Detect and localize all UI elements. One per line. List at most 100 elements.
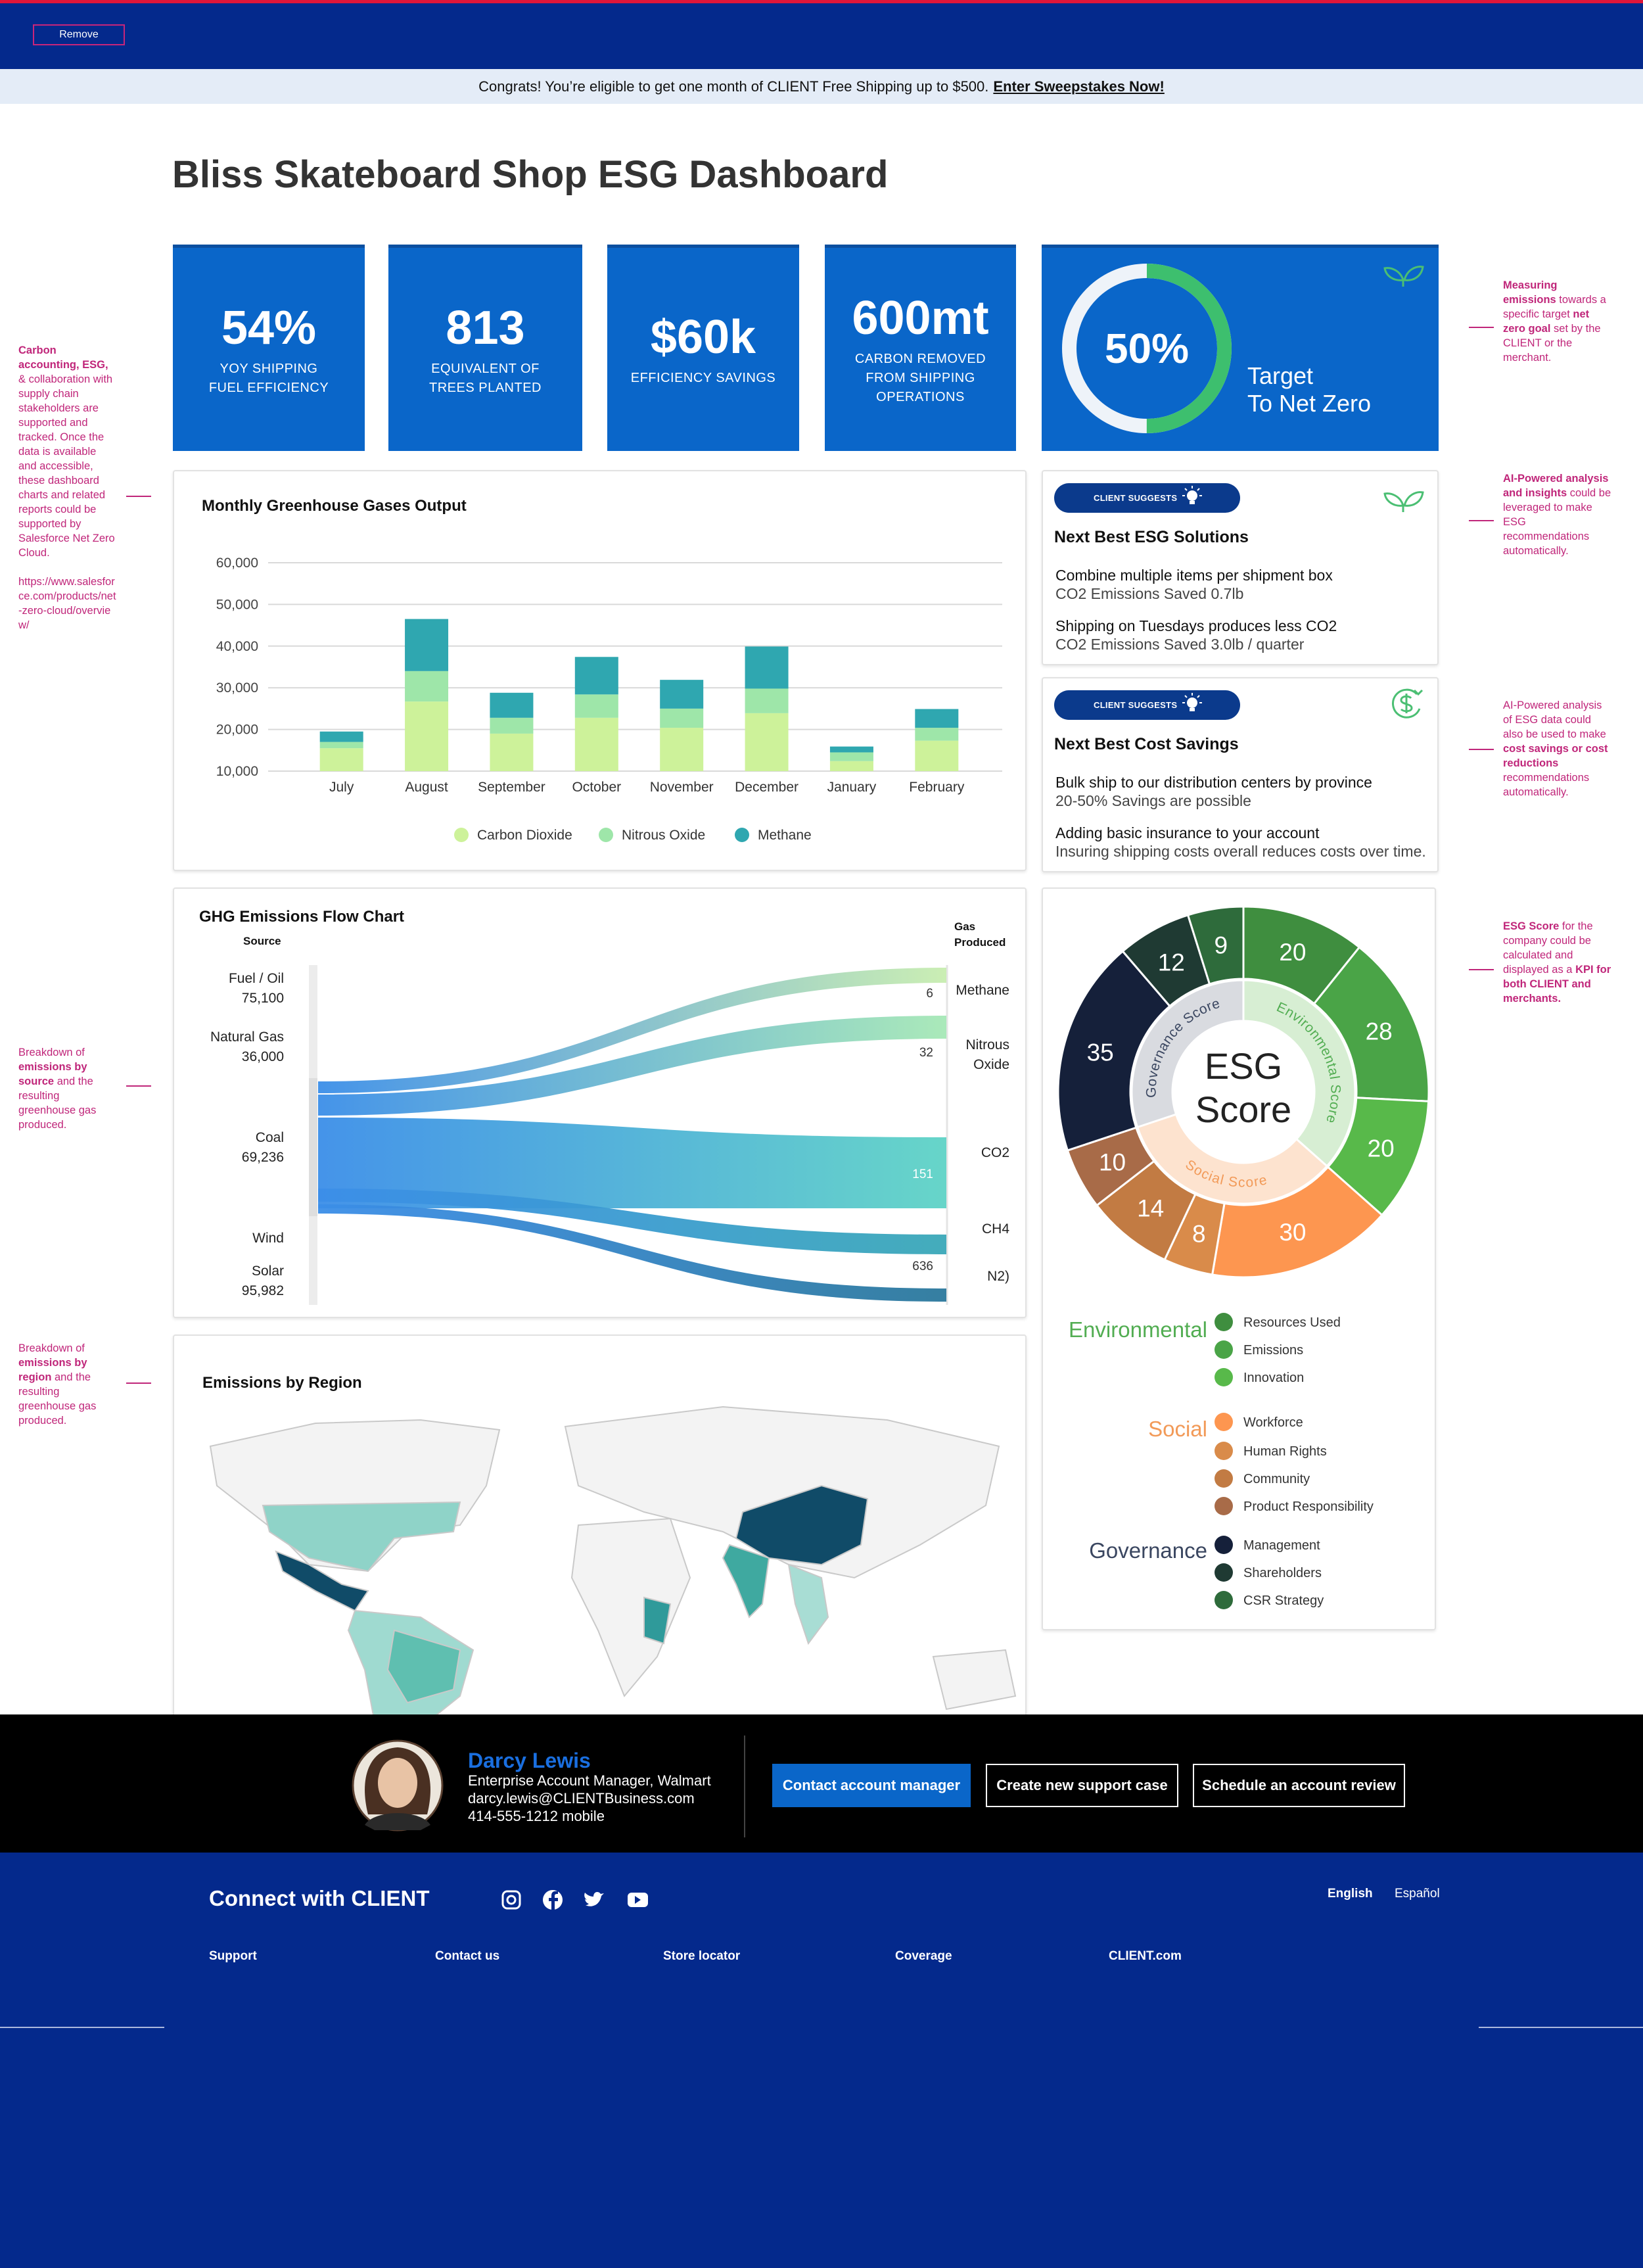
target-label: To Net Zero (1247, 390, 1372, 417)
sankey-source-name: Natural Gas (210, 1029, 284, 1045)
annotation: Breakdown of emissions by source and the… (18, 1045, 117, 1132)
banner-text: Congrats! You’re eligible to get one mon… (478, 78, 989, 95)
suggestion-detail: 20-50% Savings are possible (1055, 792, 1251, 809)
suggestion-title: Next Best ESG Solutions (1054, 528, 1249, 546)
suggestion-item: Bulk ship to our distribution centers by… (1055, 774, 1372, 791)
dashboard-title: Bliss Skateboard Shop ESG Dashboard (172, 153, 889, 196)
sankey-target-header: Gas Produced (954, 920, 1006, 949)
suggest-badge: CLIENT SUGGESTS (1054, 690, 1240, 720)
legend-group-heading: Governance (1089, 1538, 1207, 1563)
kpi-label: CARBON REMOVED (854, 352, 986, 366)
footer-link[interactable]: Store locator (663, 1949, 741, 1963)
suggestion-title: Next Best Cost Savings (1054, 735, 1239, 753)
suggestion-detail: CO2 Emissions Saved 3.0lb / quarter (1055, 636, 1305, 653)
kpi-card: 813 EQUIVALENT OF TREES PLANTED (388, 245, 582, 451)
annotation-text: cost savings or cost reductions (1503, 743, 1608, 769)
kpi-value: 813 (446, 301, 525, 354)
sankey-source: Coal 69,236 (185, 1128, 284, 1168)
kpi-label: TREES PLANTED (429, 380, 542, 395)
kpi-value: 54% (221, 301, 317, 354)
annotation-text: Measuring emissions (1503, 279, 1558, 306)
suggestion-detail: CO2 Emissions Saved 0.7lb (1055, 585, 1244, 602)
footer-heading: Connect with CLIENT (209, 1886, 430, 1910)
kpi-value: 600mt (852, 292, 989, 344)
sankey-target-name: CH4 (981, 1221, 1009, 1237)
banner-link[interactable]: Enter Sweepstakes Now! (993, 78, 1165, 95)
sankey-source: Natural Gas 36,000 (185, 1028, 284, 1067)
sankey-source-value: 36,000 (241, 1049, 284, 1064)
sankey-target-name: Methane (956, 983, 1009, 998)
legend-group-heading: Social (1148, 1417, 1207, 1441)
chart-title: GHG Emissions Flow Chart (199, 908, 405, 926)
footer-link[interactable]: Contact us (435, 1949, 500, 1963)
annotation: AI-Powered analysis and insights could b… (1503, 471, 1611, 558)
remove-button[interactable]: Remove (33, 24, 125, 45)
annotation-text: emissions by region (18, 1357, 87, 1383)
target-card (1042, 245, 1439, 451)
sankey-source-header: Source (243, 935, 281, 947)
kpi-label: OPERATIONS (876, 390, 965, 404)
annotation-text: KPI for both CLIENT and merchants. (1503, 964, 1611, 1004)
footer-link[interactable]: Coverage (895, 1949, 952, 1963)
annotation: Measuring emissions towards a specific t… (1503, 278, 1611, 365)
sankey-target-name: CO2 (981, 1145, 1009, 1160)
contact-role: Enterprise Account Manager, Walmart (468, 1772, 711, 1789)
sankey-source-value: 69,236 (241, 1150, 284, 1165)
annotation: Carbon accounting, ESG, & collaboration … (18, 343, 117, 632)
legend-group-heading: Environmental (1069, 1317, 1207, 1342)
annotation: ESG Score for the company could be calcu… (1503, 919, 1611, 1006)
suggestion-item: Adding basic insurance to your account (1055, 824, 1320, 841)
sankey-source-name: Solar (251, 1264, 284, 1279)
sankey-panel (173, 887, 1027, 1318)
header-bar (0, 0, 1643, 69)
annotation-text: Breakdown of (18, 1047, 85, 1058)
map-panel (173, 1335, 1027, 1742)
footer-link[interactable]: CLIENT.com (1109, 1949, 1182, 1963)
sankey-source: Solar 95,982 (185, 1262, 284, 1301)
kpi-card: $60k EFFICIENCY SAVINGS (607, 245, 799, 451)
annotation-text: Carbon accounting, ESG, (18, 344, 108, 371)
kpi-label: FUEL EFFICIENCY (208, 380, 329, 395)
kpi-label: EFFICIENCY SAVINGS (630, 371, 776, 385)
sankey-source-name: Coal (255, 1130, 284, 1145)
annotation-url: https://www.salesforce.com/products/net-… (18, 576, 116, 631)
kpi-label: YOY SHIPPING (220, 361, 318, 376)
sankey-source: Fuel / Oil 75,100 (185, 969, 284, 1008)
contact-button[interactable]: Contact account manager (772, 1764, 971, 1807)
footer-link[interactable]: Support (209, 1949, 257, 1963)
annotation-text: for the company could be calculated and … (1503, 920, 1593, 976)
sankey-source-name: Wind (252, 1231, 284, 1246)
annotation-text: emissions by source (18, 1061, 87, 1087)
annotation: Breakdown of emissions by region and the… (18, 1341, 117, 1428)
map-title: Emissions by Region (202, 1374, 362, 1392)
contact-button[interactable]: Create new support case (986, 1764, 1178, 1807)
kpi-card: 54% YOY SHIPPING FUEL EFFICIENCY (173, 245, 365, 451)
sankey-source-value: 75,100 (241, 991, 284, 1006)
sankey-source-name: Fuel / Oil (228, 971, 284, 986)
sankey-target-name: N2) (987, 1269, 1009, 1284)
language-link[interactable]: Español (1395, 1887, 1440, 1901)
sankey-source: Wind (185, 1229, 284, 1248)
annotation: AI-Powered analysis of ESG data could al… (1503, 698, 1611, 799)
target-label: Target (1247, 362, 1314, 389)
annotation-text: could be leveraged to make ESG recommend… (1503, 487, 1611, 557)
contact-email: darcy.lewis@CLIENTBusiness.com (468, 1790, 695, 1807)
annotation-text: AI-Powered analysis of ESG data could al… (1503, 699, 1606, 740)
chart-title: Monthly Greenhouse Gases Output (202, 497, 467, 515)
sankey-source-value: 95,982 (241, 1283, 284, 1298)
bar-chart-panel (173, 470, 1027, 871)
annotation-text: and the resulting greenhouse gas produce… (18, 1371, 97, 1427)
annotation-text: net zero goal (1503, 308, 1590, 335)
annotation-text: AI-Powered analysis and insights (1503, 473, 1609, 499)
annotation-text: set by the CLIENT or the merchant. (1503, 323, 1601, 364)
banner: Congrats! You’re eligible to get one mon… (0, 69, 1643, 104)
language-link[interactable]: English (1328, 1887, 1373, 1901)
suggestion-item: Shipping on Tuesdays produces less CO2 (1055, 617, 1337, 634)
contact-button[interactable]: Schedule an account review (1193, 1764, 1405, 1807)
contact-phone: 414-555-1212 mobile (468, 1808, 605, 1824)
annotation-text: Breakdown of (18, 1342, 85, 1354)
annotation-text: and the resulting greenhouse gas produce… (18, 1075, 97, 1131)
annotation-text: ESG Score (1503, 920, 1560, 932)
footer-bar (0, 1853, 1643, 2268)
